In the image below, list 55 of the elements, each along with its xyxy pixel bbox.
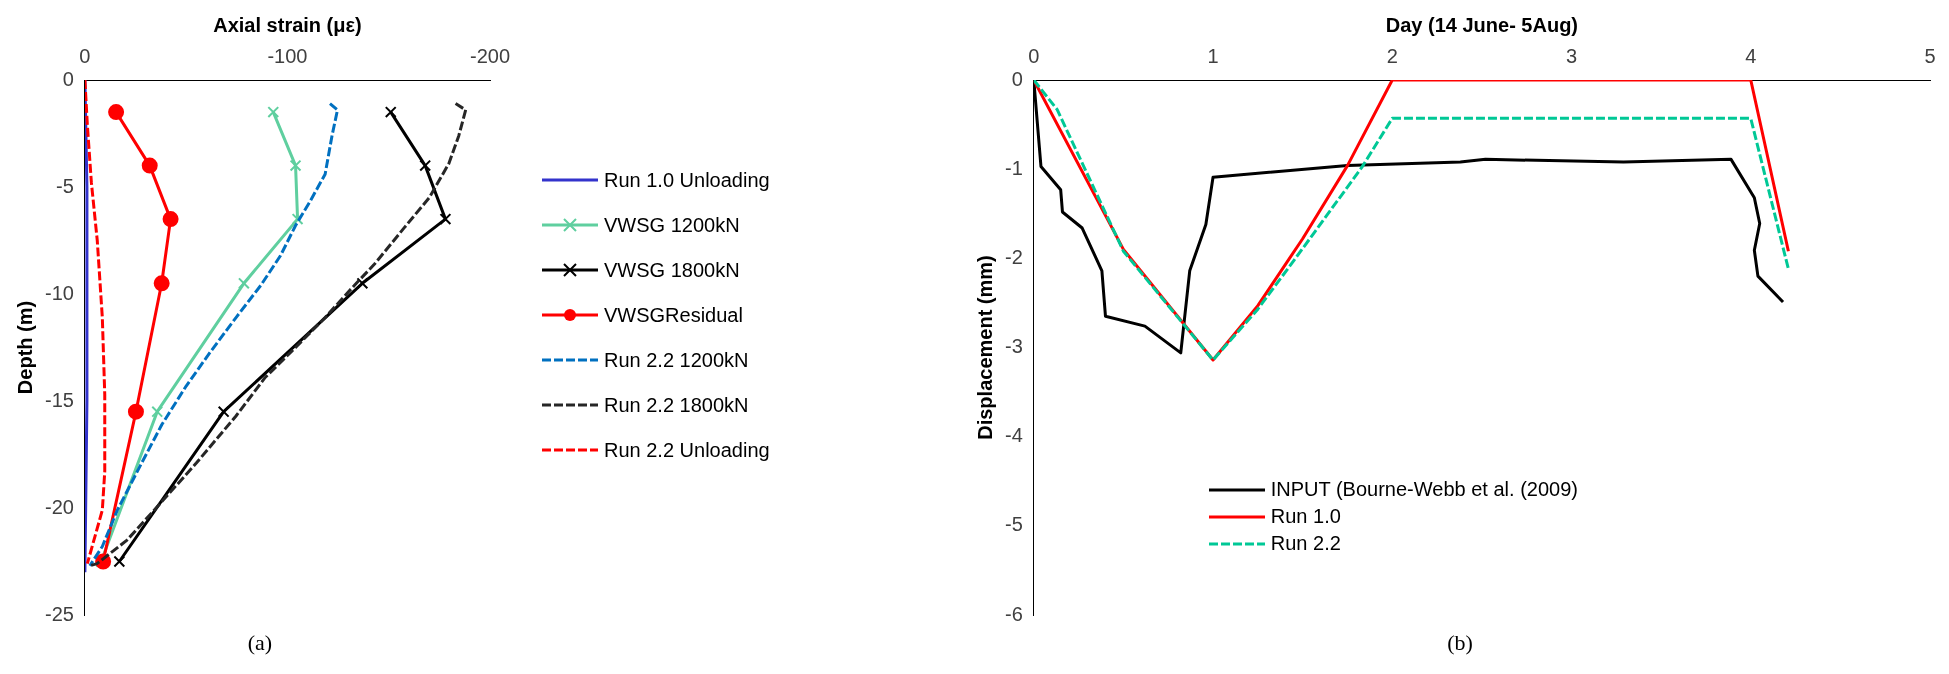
y-tick-label: -5 [56,174,74,197]
x-tick-label: 0 [79,44,91,67]
legend-label: Run 1.0 [1270,505,1341,528]
point [356,277,369,290]
point [162,211,179,228]
legend-label: Run 2.2 Unloading [604,438,770,462]
point [108,104,125,121]
legend-label: VWSGResidual [604,303,743,327]
y-tick-label: -4 [1004,424,1023,447]
y-tick-label: -20 [45,495,74,518]
legend-label: INPUT (Bourne-Webb et al. (2009) [1270,478,1578,501]
y-tick-label: -1 [1004,156,1023,179]
y-tick-label: 0 [1011,67,1023,90]
y-axis-title: Displacement (mm) [973,255,996,440]
x-tick-label: 4 [1745,44,1757,67]
text: (b) [1446,630,1474,656]
y-tick-label: -5 [1004,513,1023,536]
y-tick-label: -2 [1004,245,1023,268]
y-axis-title: Depth (m) [13,300,36,395]
point [289,159,302,172]
legend-label: Run 2.2 1800kN [604,393,749,417]
x-tick-label: 5 [1924,44,1936,67]
x-tick-label: 3 [1565,44,1578,67]
y-tick-label: -10 [45,281,74,304]
y-tick-label: -15 [45,388,74,411]
point [113,555,126,568]
y-tick-label: -3 [1004,335,1023,358]
x-tick-label: 0 [1028,44,1040,67]
x-tick-label: 1 [1207,44,1219,67]
point [384,106,397,119]
point [217,405,230,418]
text: (a) [246,630,274,656]
y-tick-label: -25 [45,602,74,625]
legend-label: VWSG 1800kN [604,258,740,282]
point [127,403,144,420]
line-series [84,80,107,566]
point [153,275,170,292]
point [141,157,158,174]
legend-label: Run 1.0 Unloading [604,168,770,192]
x-axis-title: Day (14 June- 5Aug) [1385,13,1579,36]
point [267,106,280,119]
point [151,405,164,418]
point [237,277,250,290]
line-series [88,102,339,568]
x-tick-label: -200 [469,44,511,67]
x-axis-title: Axial strain (με) [213,13,362,36]
legend-label: Run 2.2 [1270,532,1341,555]
x-tick-label: -100 [267,44,308,67]
legend-label: VWSG 1200kN [604,213,740,237]
y-tick-label: -6 [1004,602,1023,625]
y-tick-label: 0 [62,67,74,90]
x-tick-label: 2 [1386,44,1398,67]
legend-label: Run 2.2 1200kN [604,348,749,372]
point [419,159,432,172]
point [439,213,452,226]
